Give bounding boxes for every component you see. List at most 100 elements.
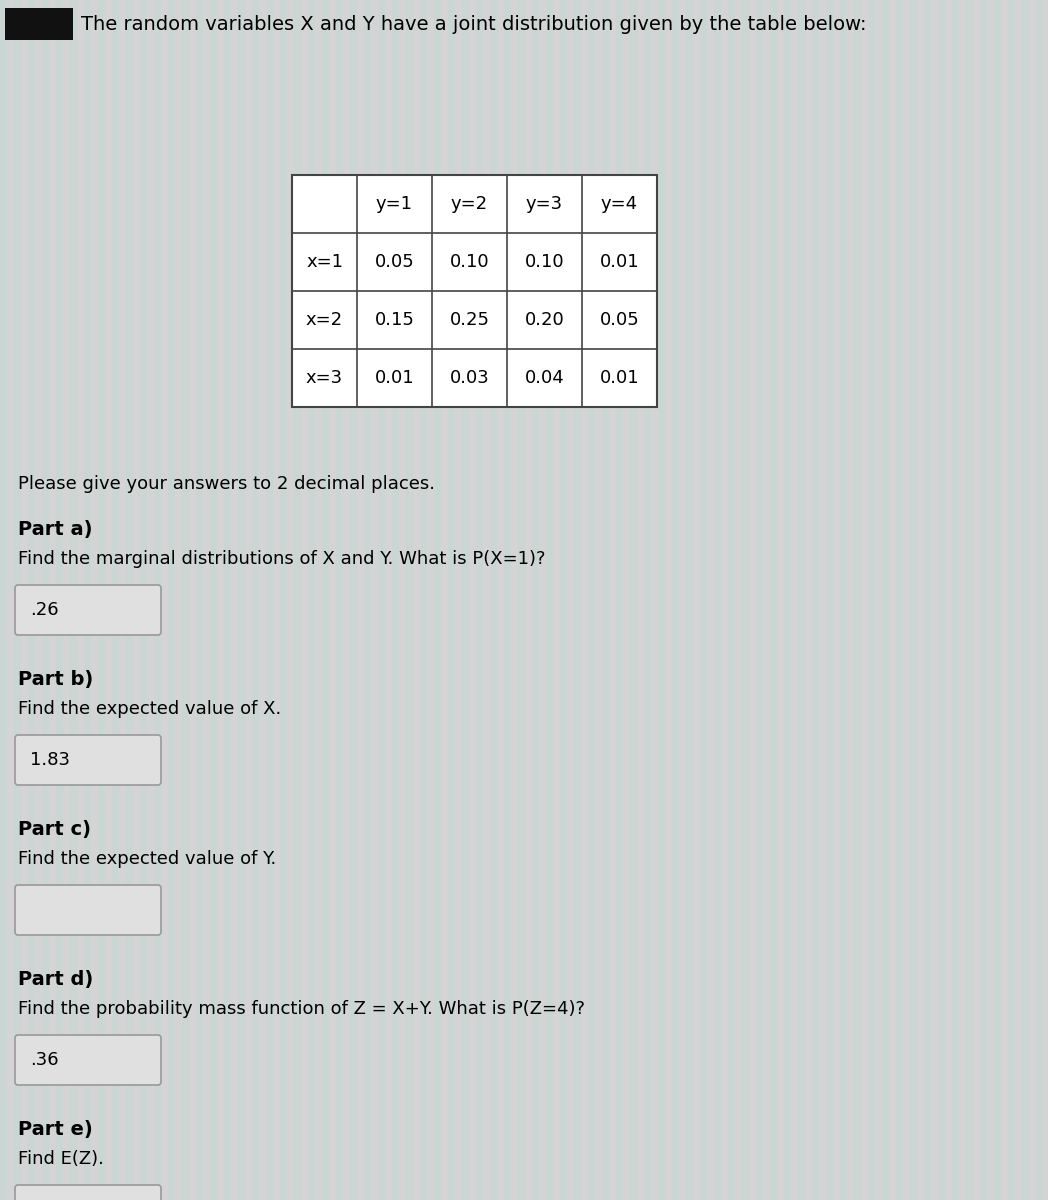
Text: 0.05: 0.05	[599, 311, 639, 329]
Bar	[462, 0, 470, 1200]
Bar	[798, 0, 805, 1200]
Bar	[292, 175, 657, 407]
Text: y=2: y=2	[451, 194, 488, 214]
FancyBboxPatch shape	[15, 1034, 161, 1085]
Text: Find the marginal distributions of X and Y. What is P(X=1)?: Find the marginal distributions of X and…	[18, 550, 546, 568]
Text: 0.01: 0.01	[599, 253, 639, 271]
Bar	[938, 0, 945, 1200]
Bar	[154, 0, 161, 1200]
Text: y=1: y=1	[376, 194, 413, 214]
Text: Find the probability mass function of Z = X+Y. What is P(Z=4)?: Find the probability mass function of Z …	[18, 1000, 585, 1018]
Bar	[840, 0, 847, 1200]
Bar	[784, 0, 791, 1200]
Text: 0.05: 0.05	[374, 253, 414, 271]
Bar	[168, 0, 175, 1200]
Bar	[28, 0, 35, 1200]
Text: Find E(Z).: Find E(Z).	[18, 1150, 104, 1168]
Bar	[378, 0, 385, 1200]
Text: 0.03: 0.03	[450, 370, 489, 386]
Text: Part d): Part d)	[18, 970, 93, 989]
Bar	[350, 0, 357, 1200]
Bar	[770, 0, 777, 1200]
Bar	[658, 0, 665, 1200]
Bar	[532, 0, 539, 1200]
FancyBboxPatch shape	[15, 886, 161, 935]
Text: 0.04: 0.04	[525, 370, 565, 386]
Bar	[447, 0, 455, 1200]
Bar	[364, 0, 371, 1200]
Bar	[434, 0, 441, 1200]
Bar	[490, 0, 497, 1200]
Text: Part c): Part c)	[18, 820, 91, 839]
Bar	[182, 0, 189, 1200]
Bar	[714, 0, 721, 1200]
Bar	[560, 0, 567, 1200]
Bar	[868, 0, 875, 1200]
Bar	[588, 0, 595, 1200]
Bar	[924, 0, 931, 1200]
Bar	[266, 0, 272, 1200]
FancyBboxPatch shape	[15, 1186, 161, 1200]
Bar	[322, 0, 329, 1200]
Bar	[238, 0, 245, 1200]
Bar	[756, 0, 763, 1200]
Bar	[112, 0, 119, 1200]
Bar	[280, 0, 287, 1200]
Bar	[630, 0, 637, 1200]
Text: Part e): Part e)	[18, 1120, 93, 1139]
Text: Part b): Part b)	[18, 670, 93, 689]
Text: Part a): Part a)	[18, 520, 92, 539]
Bar	[5, 8, 73, 40]
Bar	[882, 0, 889, 1200]
Bar	[126, 0, 133, 1200]
Bar	[14, 0, 21, 1200]
Text: Please give your answers to 2 decimal places.: Please give your answers to 2 decimal pl…	[18, 475, 435, 493]
Bar	[1036, 0, 1043, 1200]
Bar	[196, 0, 203, 1200]
Bar	[518, 0, 525, 1200]
Bar	[980, 0, 987, 1200]
Bar	[224, 0, 231, 1200]
Text: y=4: y=4	[601, 194, 638, 214]
FancyBboxPatch shape	[15, 584, 161, 635]
Text: y=3: y=3	[526, 194, 563, 214]
Text: x=1: x=1	[306, 253, 343, 271]
Text: The random variables X and Y have a joint distribution given by the table below:: The random variables X and Y have a join…	[81, 14, 867, 34]
Bar	[84, 0, 91, 1200]
Text: 0.25: 0.25	[450, 311, 489, 329]
Bar	[826, 0, 833, 1200]
Text: 0.10: 0.10	[525, 253, 564, 271]
Bar	[308, 0, 315, 1200]
FancyBboxPatch shape	[15, 734, 161, 785]
Bar	[1008, 0, 1016, 1200]
Bar	[645, 0, 651, 1200]
Bar	[140, 0, 147, 1200]
Text: 0.01: 0.01	[375, 370, 414, 386]
Bar	[686, 0, 693, 1200]
Bar	[728, 0, 735, 1200]
Bar	[546, 0, 553, 1200]
Text: .36: .36	[30, 1051, 59, 1069]
Bar	[616, 0, 623, 1200]
Text: 0.15: 0.15	[374, 311, 414, 329]
Bar	[700, 0, 707, 1200]
Bar	[854, 0, 861, 1200]
Bar	[812, 0, 818, 1200]
Bar	[420, 0, 427, 1200]
Bar	[42, 0, 49, 1200]
Bar	[294, 0, 301, 1200]
Bar	[742, 0, 749, 1200]
Bar	[70, 0, 77, 1200]
Bar	[406, 0, 413, 1200]
Bar	[252, 0, 259, 1200]
Bar	[504, 0, 511, 1200]
Bar	[952, 0, 959, 1200]
Text: Find the expected value of X.: Find the expected value of X.	[18, 700, 281, 718]
Text: x=3: x=3	[306, 370, 343, 386]
Bar	[0, 0, 7, 1200]
Bar	[896, 0, 903, 1200]
Bar	[210, 0, 217, 1200]
Text: 0.10: 0.10	[450, 253, 489, 271]
Bar	[392, 0, 399, 1200]
Text: 0.20: 0.20	[525, 311, 565, 329]
